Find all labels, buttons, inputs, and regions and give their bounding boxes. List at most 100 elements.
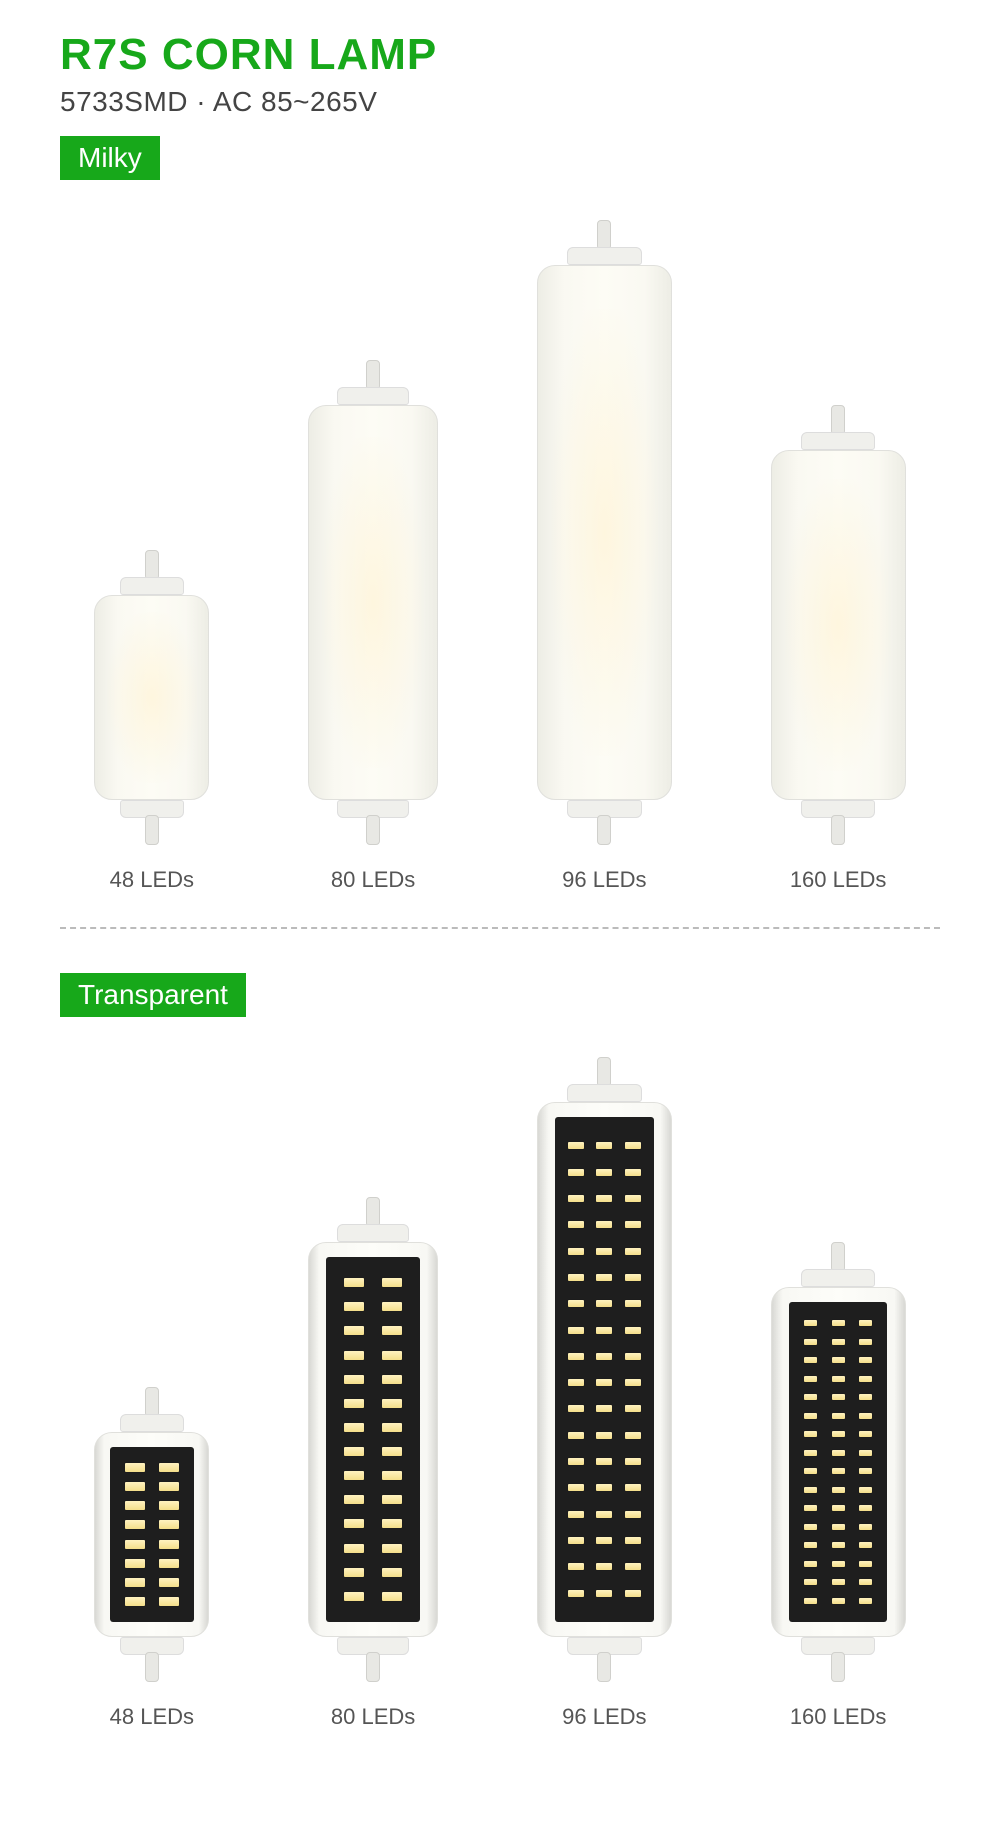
lamp-pin-top	[831, 1242, 845, 1272]
led-chip	[859, 1450, 872, 1456]
led-chip	[125, 1463, 145, 1472]
page-subtitle: 5733SMD · AC 85~265V	[60, 86, 940, 118]
led-chip	[568, 1248, 584, 1255]
led-chip	[382, 1399, 402, 1408]
led-chip	[568, 1511, 584, 1518]
led-row	[555, 1379, 653, 1386]
lamp-pin-top	[145, 550, 159, 580]
lamp-item: 80 LEDs	[308, 1197, 438, 1730]
led-row	[555, 1590, 653, 1597]
led-chip	[125, 1520, 145, 1529]
led-row	[110, 1482, 194, 1491]
led-chip	[625, 1353, 641, 1360]
led-chip	[344, 1351, 364, 1360]
led-row	[789, 1376, 887, 1382]
led-row	[555, 1432, 653, 1439]
led-chip	[832, 1376, 845, 1382]
led-chip	[159, 1482, 179, 1491]
led-row	[326, 1568, 421, 1577]
lamp-label: 160 LEDs	[790, 1704, 887, 1730]
led-chip	[568, 1484, 584, 1491]
led-chip	[125, 1559, 145, 1568]
led-row	[326, 1423, 421, 1432]
led-chip	[382, 1326, 402, 1335]
led-row	[555, 1405, 653, 1412]
lamp-body	[537, 265, 672, 800]
led-chip	[804, 1431, 817, 1437]
led-row	[110, 1540, 194, 1549]
led-chip	[859, 1598, 872, 1604]
lamp-pin-bottom	[145, 815, 159, 845]
lamp-body	[94, 595, 209, 800]
led-chip	[125, 1501, 145, 1510]
led-chip	[596, 1221, 612, 1228]
led-chip	[382, 1519, 402, 1528]
led-chip	[859, 1431, 872, 1437]
led-chip	[832, 1320, 845, 1326]
led-chip	[625, 1511, 641, 1518]
variant-tag: Milky	[60, 136, 160, 180]
lamp-graphic	[537, 220, 672, 845]
led-row	[326, 1447, 421, 1456]
led-row	[326, 1544, 421, 1553]
led-chip	[568, 1195, 584, 1202]
led-chip	[344, 1302, 364, 1311]
led-chip	[159, 1559, 179, 1568]
led-chip	[568, 1563, 584, 1570]
lamp-item: 96 LEDs	[537, 220, 672, 893]
led-row	[110, 1501, 194, 1510]
led-chip	[832, 1561, 845, 1567]
led-chip	[832, 1487, 845, 1493]
lamp-cap-top	[120, 577, 183, 595]
led-chip	[344, 1278, 364, 1287]
led-row	[555, 1327, 653, 1334]
led-chip	[382, 1302, 402, 1311]
led-chip	[382, 1351, 402, 1360]
led-chip	[344, 1592, 364, 1601]
led-row	[555, 1537, 653, 1544]
led-row	[555, 1221, 653, 1228]
led-chip	[382, 1544, 402, 1553]
lamp-label: 48 LEDs	[110, 867, 194, 893]
lamp-glow	[322, 437, 424, 767]
lamp-cap-top	[801, 1269, 875, 1287]
led-chip	[832, 1450, 845, 1456]
led-chip	[568, 1221, 584, 1228]
led-row	[789, 1357, 887, 1363]
led-chip	[832, 1468, 845, 1474]
led-board	[555, 1117, 653, 1622]
led-chip	[596, 1484, 612, 1491]
lamp-item: 80 LEDs	[308, 360, 438, 893]
led-row	[555, 1169, 653, 1176]
led-chip	[859, 1487, 872, 1493]
lamp-body	[771, 1287, 906, 1637]
led-chip	[625, 1458, 641, 1465]
led-row	[555, 1563, 653, 1570]
led-chip	[832, 1394, 845, 1400]
led-chip	[344, 1399, 364, 1408]
led-chip	[804, 1376, 817, 1382]
led-chip	[382, 1471, 402, 1480]
led-chip	[596, 1405, 612, 1412]
lamp-pin-top	[597, 220, 611, 250]
led-chip	[804, 1487, 817, 1493]
lamp-cap-top	[567, 1084, 641, 1102]
led-chip	[804, 1357, 817, 1363]
led-chip	[859, 1339, 872, 1345]
led-chip	[596, 1353, 612, 1360]
led-chip	[382, 1495, 402, 1504]
led-chip	[859, 1468, 872, 1474]
lamp-pin-top	[831, 405, 845, 435]
lamp-graphic	[308, 360, 438, 845]
led-chip	[159, 1520, 179, 1529]
led-row	[555, 1484, 653, 1491]
led-chip	[625, 1300, 641, 1307]
led-chip	[596, 1458, 612, 1465]
led-chip	[344, 1423, 364, 1432]
led-row	[326, 1519, 421, 1528]
led-chip	[568, 1458, 584, 1465]
led-chip	[344, 1568, 364, 1577]
lamp-pin-bottom	[831, 1652, 845, 1682]
led-chip	[125, 1482, 145, 1491]
lamp-glow	[785, 479, 891, 771]
